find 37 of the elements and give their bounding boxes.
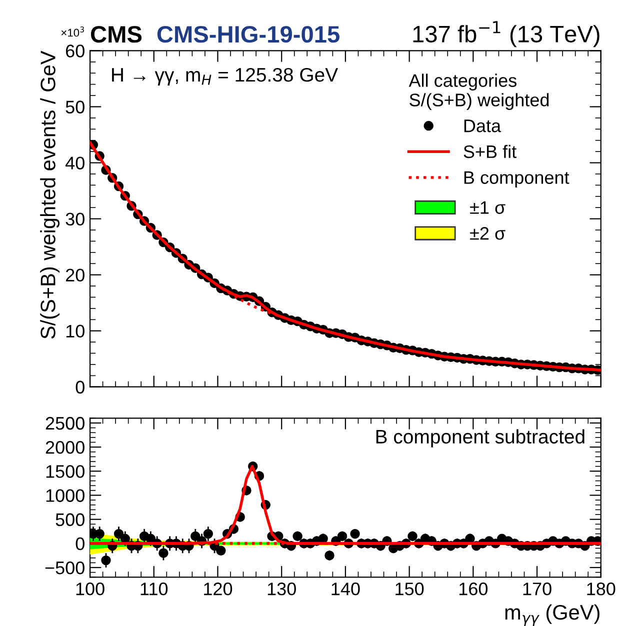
- text: CMS-HIG-19-015: [157, 26, 340, 43]
- y-tick-label: −500: [45, 561, 84, 574]
- x-tick-label: 140: [332, 582, 360, 596]
- y-tick-label: 20: [66, 268, 84, 282]
- x-tick-label: 160: [459, 582, 488, 596]
- y-tick-label: 0: [76, 380, 84, 394]
- y-tick-label: 60: [66, 44, 84, 58]
- y-tick-label: 1500: [46, 465, 84, 478]
- x-tick-label: 170: [523, 582, 552, 596]
- x-tick-label: 150: [396, 582, 424, 596]
- x-tick-label: 100: [76, 582, 104, 596]
- x-axis-title: m$_{γγ}$ (GeV): [505, 604, 600, 626]
- y-axis-title: S/(S+B) weighted events / GeV: [40, 50, 60, 339]
- y-tick-label: 50: [66, 100, 84, 114]
- y-tick-label: 1000: [46, 489, 84, 502]
- y-tick-label: 500: [56, 513, 84, 526]
- x-tick-label: 130: [268, 582, 296, 596]
- y-tick-label: 2500: [46, 416, 84, 430]
- x-tick-label: 110: [140, 582, 168, 596]
- legend-title: All categories S/(S+B) weighted: [408, 74, 549, 110]
- legend-label: Data: [464, 120, 502, 132]
- chart-subtitle: 137 fb$^{−1}$ (13 TeV): [413, 21, 600, 48]
- y-tick-label: 30: [66, 212, 84, 226]
- y-tick-label: 40: [65, 156, 84, 170]
- chart-title: CMS: [90, 26, 142, 43]
- annotation: B component subtracted: [376, 429, 584, 448]
- x-tick-label: 180: [587, 582, 616, 596]
- text: ×10$^{3}$: [61, 26, 84, 37]
- y-tick-label: 10: [66, 324, 84, 338]
- legend-label: B component: [464, 171, 570, 188]
- legend-label: S+B fit: [464, 144, 516, 158]
- x-tick-label: 120: [204, 582, 232, 596]
- annotation: H → γγ, m$_{H}$ = 125.38 GeV: [112, 68, 338, 86]
- legend-label: ±1 σ: [470, 201, 506, 214]
- y-tick-label: 0: [76, 537, 84, 550]
- y-tick-label: 2000: [46, 441, 84, 454]
- legend-label: ±2 σ: [470, 227, 506, 240]
